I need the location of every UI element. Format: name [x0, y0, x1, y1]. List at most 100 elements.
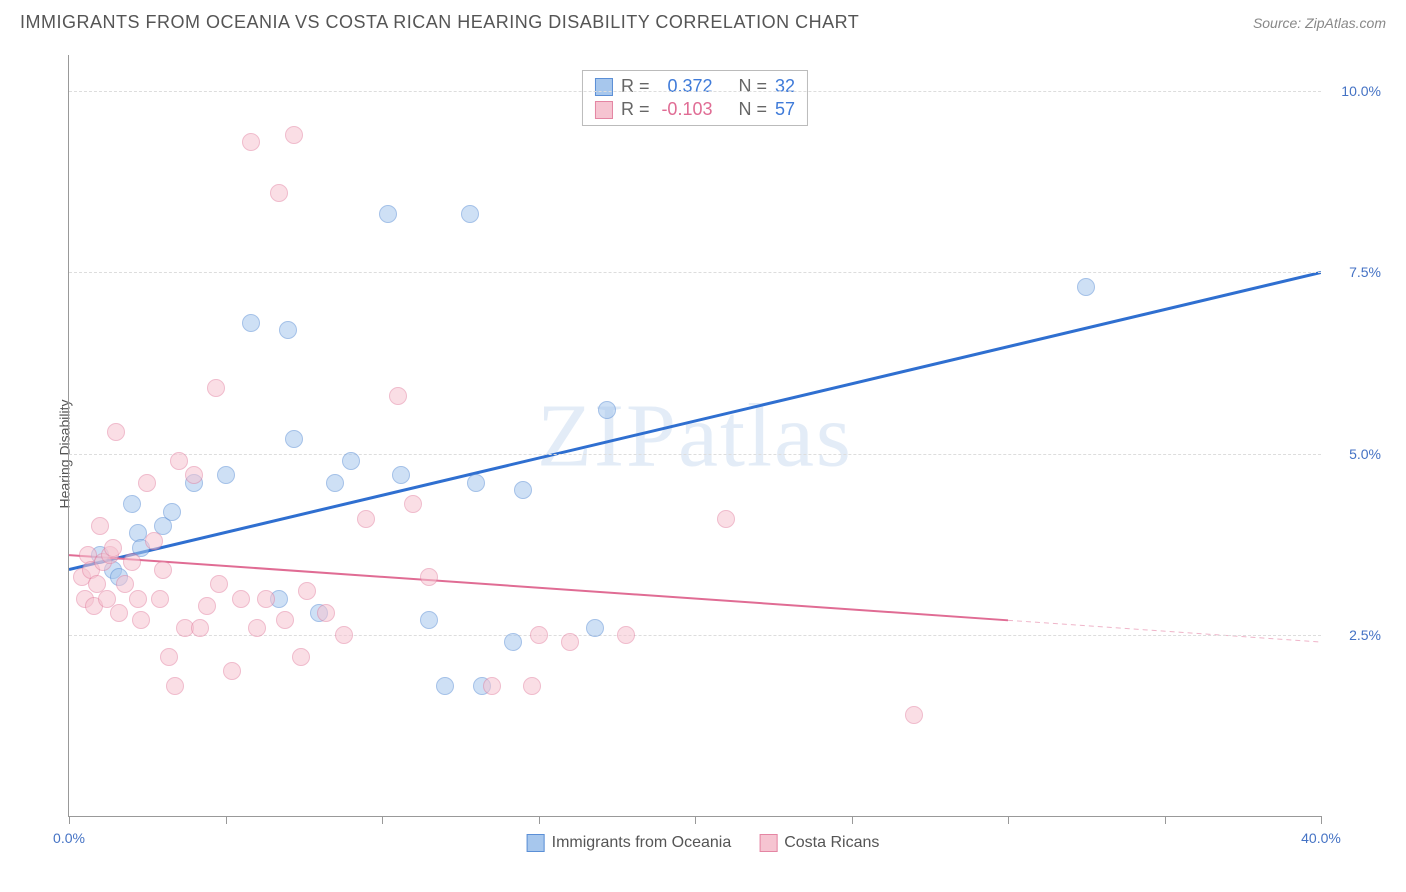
n-value-costarican: 57 [775, 99, 795, 120]
xtick-label: 0.0% [53, 830, 85, 846]
data-point-oceania [461, 205, 479, 223]
xtick-minor-mark [226, 816, 227, 824]
data-point-costarican [154, 561, 172, 579]
xtick-mark [382, 816, 383, 824]
data-point-costarican [420, 568, 438, 586]
data-point-costarican [561, 633, 579, 651]
data-point-costarican [129, 590, 147, 608]
data-point-oceania [586, 619, 604, 637]
data-point-costarican [232, 590, 250, 608]
data-point-costarican [242, 133, 260, 151]
data-point-costarican [523, 677, 541, 695]
ytick-label: 7.5% [1349, 264, 1381, 280]
stat-row-oceania: R = 0.372 N = 32 [595, 75, 795, 98]
data-point-oceania [326, 474, 344, 492]
xtick-mark [1321, 816, 1322, 824]
data-point-costarican [166, 677, 184, 695]
xtick-minor-mark [1165, 816, 1166, 824]
data-point-costarican [104, 539, 122, 557]
data-point-costarican [389, 387, 407, 405]
data-point-oceania [242, 314, 260, 332]
data-point-oceania [514, 481, 532, 499]
data-point-costarican [123, 553, 141, 571]
data-point-costarican [207, 379, 225, 397]
data-point-costarican [317, 604, 335, 622]
data-point-oceania [342, 452, 360, 470]
chart-container: Hearing Disability ZIPatlas R = 0.372 N … [20, 40, 1386, 867]
gridline-h [69, 91, 1321, 92]
data-point-oceania [420, 611, 438, 629]
trend-lines-layer [69, 55, 1321, 816]
data-point-costarican [617, 626, 635, 644]
swatch-oceania [595, 78, 613, 96]
data-point-costarican [210, 575, 228, 593]
data-point-costarican [151, 590, 169, 608]
data-point-oceania [163, 503, 181, 521]
gridline-h [69, 272, 1321, 273]
stat-legend: R = 0.372 N = 32 R = -0.103 N = 57 [582, 70, 808, 126]
data-point-costarican [198, 597, 216, 615]
legend-swatch-oceania [527, 834, 545, 852]
data-point-costarican [223, 662, 241, 680]
data-point-costarican [191, 619, 209, 637]
xtick-mark [69, 816, 70, 824]
data-point-costarican [248, 619, 266, 637]
data-point-oceania [279, 321, 297, 339]
xtick-label: 40.0% [1301, 830, 1341, 846]
data-point-costarican [298, 582, 316, 600]
swatch-costarican [595, 101, 613, 119]
ytick-label: 2.5% [1349, 627, 1381, 643]
data-point-costarican [483, 677, 501, 695]
legend-item-oceania: Immigrants from Oceania [527, 834, 732, 852]
legend-swatch-costarican [759, 834, 777, 852]
data-point-oceania [467, 474, 485, 492]
data-point-costarican [185, 466, 203, 484]
stat-row-costarican: R = -0.103 N = 57 [595, 98, 795, 121]
xtick-minor-mark [852, 816, 853, 824]
data-point-costarican [132, 611, 150, 629]
r-value-costarican: -0.103 [657, 99, 712, 120]
data-point-costarican [717, 510, 735, 528]
xtick-minor-mark [695, 816, 696, 824]
data-point-costarican [530, 626, 548, 644]
data-point-oceania [598, 401, 616, 419]
page-title: IMMIGRANTS FROM OCEANIA VS COSTA RICAN H… [20, 12, 859, 33]
data-point-costarican [138, 474, 156, 492]
data-point-costarican [110, 604, 128, 622]
data-point-costarican [292, 648, 310, 666]
r-value-oceania: 0.372 [657, 76, 712, 97]
data-point-costarican [107, 423, 125, 441]
gridline-h [69, 454, 1321, 455]
data-point-costarican [270, 184, 288, 202]
data-point-costarican [357, 510, 375, 528]
data-point-oceania [1077, 278, 1095, 296]
data-point-costarican [91, 517, 109, 535]
watermark: ZIPatlas [537, 384, 853, 487]
data-point-costarican [285, 126, 303, 144]
ytick-label: 10.0% [1341, 83, 1381, 99]
data-point-costarican [335, 626, 353, 644]
data-point-oceania [285, 430, 303, 448]
data-point-oceania [217, 466, 235, 484]
source-label: Source: ZipAtlas.com [1253, 15, 1386, 31]
data-point-costarican [170, 452, 188, 470]
data-point-oceania [392, 466, 410, 484]
ytick-label: 5.0% [1349, 446, 1381, 462]
data-point-oceania [123, 495, 141, 513]
series-legend: Immigrants from Oceania Costa Ricans [527, 834, 880, 852]
data-point-costarican [257, 590, 275, 608]
data-point-costarican [404, 495, 422, 513]
data-point-costarican [160, 648, 178, 666]
trend-line-extrap-costarican [1008, 620, 1321, 642]
data-point-costarican [145, 532, 163, 550]
legend-item-costarican: Costa Ricans [759, 834, 879, 852]
data-point-oceania [436, 677, 454, 695]
data-point-oceania [379, 205, 397, 223]
plot-area: ZIPatlas R = 0.372 N = 32 R = -0.103 N =… [68, 55, 1321, 817]
data-point-costarican [905, 706, 923, 724]
n-value-oceania: 32 [775, 76, 795, 97]
xtick-mark [1008, 816, 1009, 824]
data-point-costarican [276, 611, 294, 629]
data-point-oceania [504, 633, 522, 651]
xtick-minor-mark [539, 816, 540, 824]
